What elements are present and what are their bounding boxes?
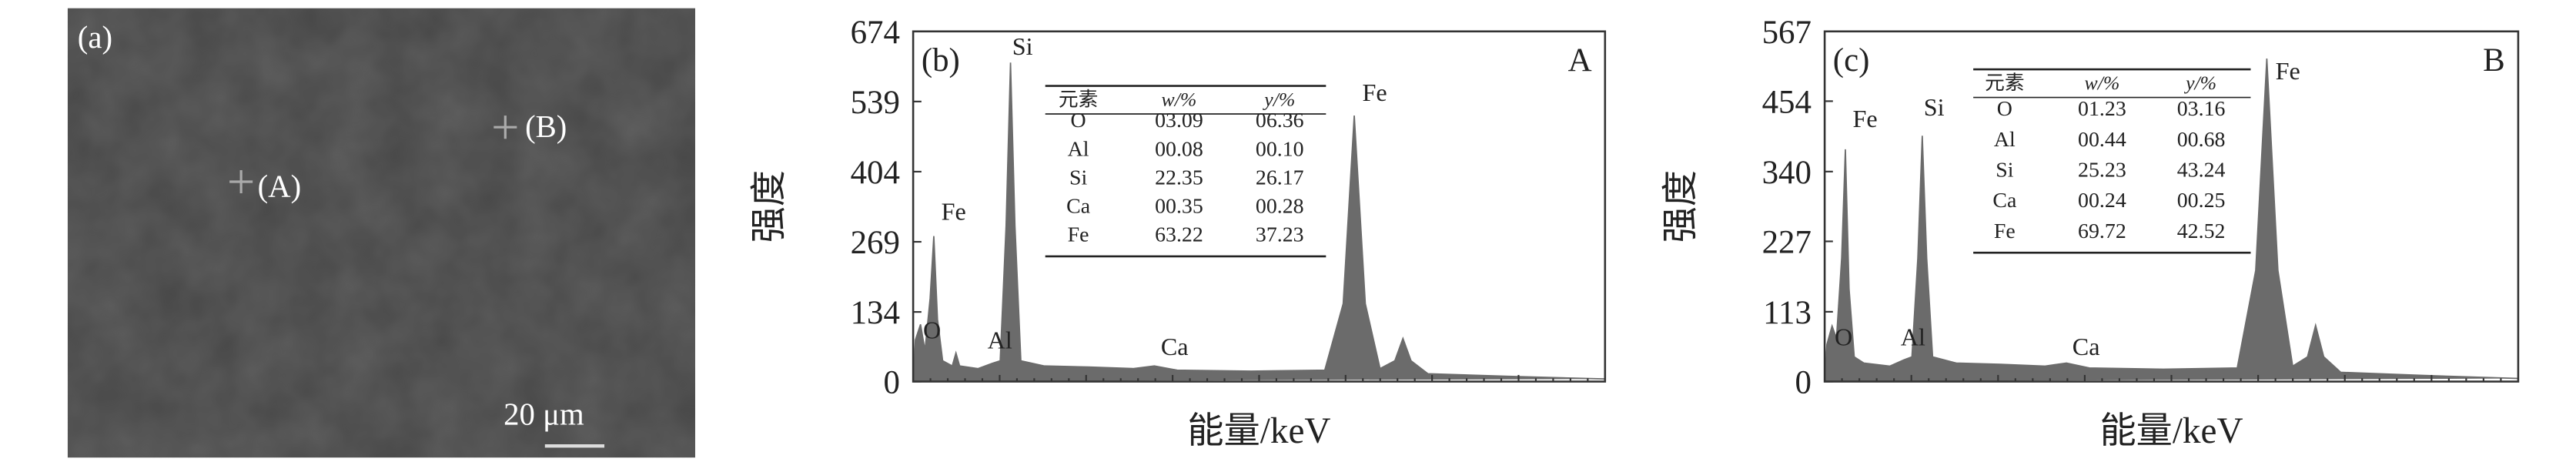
peak-label: Si (1924, 93, 1945, 121)
table-header: 元素 (1985, 72, 2024, 94)
x-axis-title: 能量/keV (1187, 411, 1330, 451)
table-header: 元素 (1059, 88, 1098, 110)
table-cell: Si (1069, 166, 1088, 189)
y-tick-label: 539 (851, 85, 900, 121)
table-cell: Si (1996, 159, 2014, 182)
peak-label: Fe (942, 197, 966, 225)
table-cell: 22.35 (1155, 166, 1203, 189)
y-tick-label: 269 (851, 225, 900, 261)
table-header: w/% (2085, 72, 2120, 94)
table-cell: 00.10 (1256, 137, 1304, 161)
panel-label: (b) (922, 42, 960, 79)
table-cell: Ca (1992, 189, 2016, 213)
panel-label: (c) (1833, 42, 1870, 79)
y-tick-label: 227 (1762, 224, 1812, 260)
peak-label: Al (1901, 323, 1925, 350)
peak-label: O (1835, 323, 1852, 350)
sem-texture (67, 8, 695, 458)
table-cell: Ca (1066, 195, 1090, 219)
marker-cross (229, 169, 253, 193)
table-header: w/% (1162, 88, 1197, 110)
table-cell: 00.35 (1155, 195, 1203, 219)
table-cell: 37.23 (1256, 223, 1304, 247)
spectrum (912, 62, 1605, 382)
y-axis-title: 强度 (750, 170, 790, 243)
table-cell: 00.28 (1256, 195, 1304, 219)
table-cell: O (1997, 97, 2012, 121)
table-cell: 25.23 (2078, 159, 2126, 182)
peak-label: Fe (2276, 57, 2300, 85)
table-cell: Al (1068, 137, 1089, 161)
marker-label: (B) (525, 109, 567, 144)
y-tick-label: 134 (851, 295, 900, 331)
table-cell: O (1071, 109, 1086, 132)
y-tick-label: 340 (1762, 155, 1812, 191)
y-axis-title: 强度 (1661, 170, 1701, 243)
table-cell: 00.44 (2078, 128, 2126, 152)
y-tick-label: 454 (1762, 84, 1812, 120)
y-tick-label: 404 (851, 155, 900, 191)
x-axis-title: 能量/keV (2099, 411, 2243, 451)
marker-label: (A) (258, 169, 302, 203)
y-tick-label: 113 (1763, 295, 1812, 331)
table-header: y/% (2183, 72, 2216, 94)
y-tick-label: 0 (884, 365, 900, 401)
peak-label: Si (1012, 32, 1033, 60)
peak-label: Ca (1161, 333, 1189, 360)
table-cell: 42.52 (2177, 219, 2226, 243)
table-cell: 03.09 (1155, 109, 1203, 132)
y-tick-label: 0 (1795, 365, 1811, 401)
table-cell: 06.36 (1256, 109, 1304, 132)
table-cell: 00.24 (2078, 189, 2126, 213)
peak-label: Fe (1853, 105, 1878, 132)
y-tick-label: 567 (1762, 15, 1812, 51)
table-cell: 01.23 (2078, 97, 2126, 121)
table-cell: Fe (1068, 223, 1089, 247)
table-cell: 00.08 (1155, 137, 1203, 161)
table-cell: 26.17 (1256, 166, 1304, 189)
peak-label: O (923, 316, 941, 344)
table-cell: Al (1994, 128, 2016, 152)
table-cell: Fe (1994, 219, 2016, 243)
table-cell: 63.22 (1155, 223, 1203, 247)
table-cell: 03.16 (2177, 97, 2226, 121)
peak-label: Fe (1363, 79, 1387, 106)
spectrum (1824, 59, 2518, 382)
table-cell: 43.24 (2177, 159, 2226, 182)
sem-image: (a) (A) (B) 20 μm (67, 8, 695, 458)
panel-label: (a) (78, 20, 112, 55)
marker-cross (493, 116, 517, 139)
y-tick-label: 674 (851, 15, 900, 51)
scale-bar-label: 20 μm (503, 397, 584, 431)
corner-label: B (2483, 42, 2505, 79)
table-cell: 00.25 (2177, 189, 2226, 213)
table-header: y/% (1262, 88, 1295, 110)
peak-label: Al (988, 326, 1012, 354)
table-cell: 00.68 (2177, 128, 2226, 152)
peak-label: Ca (2073, 333, 2100, 360)
table-cell: 69.72 (2078, 219, 2126, 243)
corner-label: A (1568, 42, 1592, 79)
